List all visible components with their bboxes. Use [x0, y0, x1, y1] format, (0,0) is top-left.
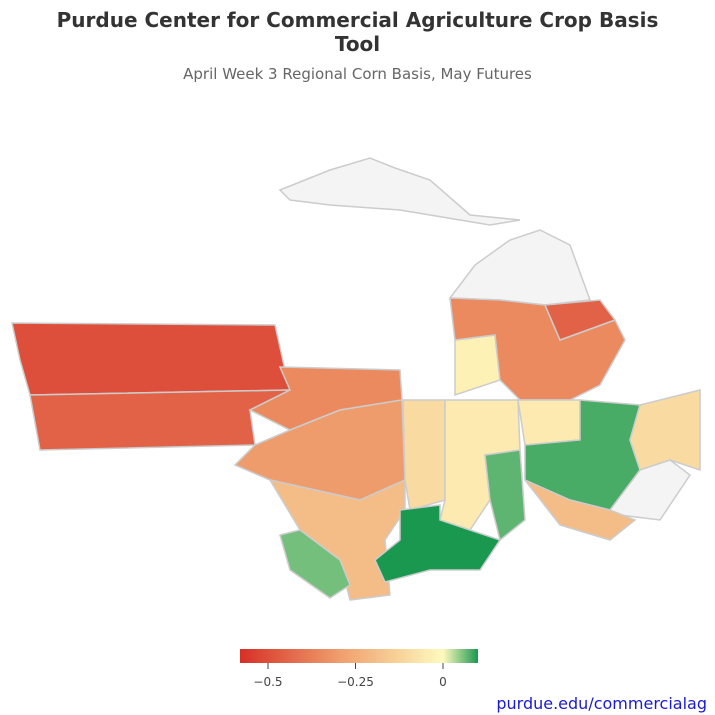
region [29, 389, 291, 451]
region [11, 322, 291, 396]
colorbar-tick-label: −0.5 [253, 675, 282, 689]
footer-link[interactable]: purdue.edu/commercialag [496, 694, 707, 713]
region [279, 529, 351, 599]
region [448, 229, 592, 306]
region [524, 479, 637, 541]
region [629, 389, 701, 472]
region [278, 157, 521, 226]
region [543, 299, 617, 341]
region [454, 334, 501, 397]
colorbar [240, 649, 478, 663]
region [374, 504, 502, 583]
chart-subtitle: April Week 3 Regional Corn Basis, May Fu… [183, 65, 532, 83]
colorbar-tick-label: 0 [439, 675, 447, 689]
chart-title: Purdue Center for Commercial Agriculture… [56, 8, 659, 56]
region [484, 449, 526, 542]
region [517, 399, 581, 446]
region [402, 399, 446, 511]
colorbar-tick-label: −0.25 [337, 675, 374, 689]
